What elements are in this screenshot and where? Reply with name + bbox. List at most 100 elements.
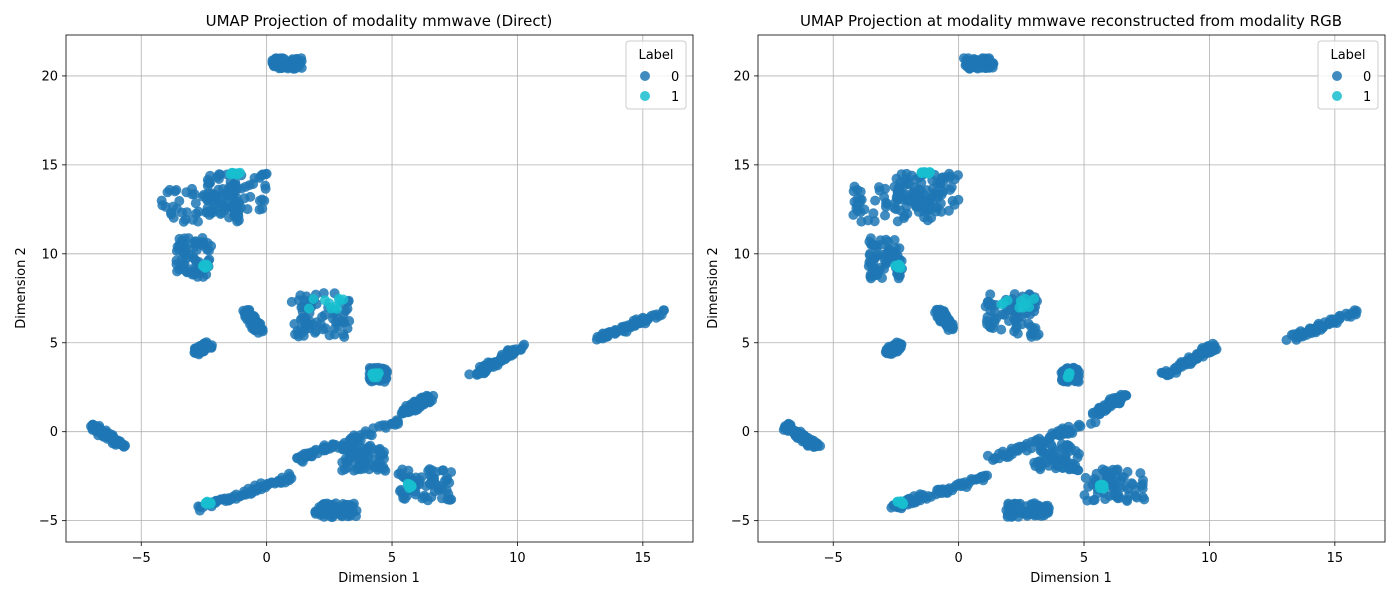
scatter-point-label-0 xyxy=(256,484,267,495)
scatter-point-label-0 xyxy=(188,266,198,276)
scatter-point-label-1 xyxy=(1098,483,1109,494)
scatter-point-label-0 xyxy=(446,467,457,478)
legend-title: Label xyxy=(638,48,673,63)
scatter-point-label-1 xyxy=(233,168,244,179)
scatter-point-label-0 xyxy=(353,447,364,458)
scatter-point-label-0 xyxy=(260,180,271,191)
scatter-point-label-0 xyxy=(289,61,300,71)
scatter-point-label-0 xyxy=(1127,479,1138,490)
scatter-point-label-0 xyxy=(909,197,920,208)
scatter-point-label-0 xyxy=(342,508,353,519)
scatter-panel-direct: UMAP Projection of modality mmwave (Dire… xyxy=(14,12,694,586)
scatter-point-label-0 xyxy=(892,216,903,227)
scatter-point-label-1 xyxy=(1029,293,1039,304)
scatter-point-label-0 xyxy=(1026,321,1036,332)
scatter-point-label-0 xyxy=(1335,310,1345,321)
plot-frame xyxy=(757,34,1386,543)
scatter-points xyxy=(86,53,669,523)
scatter-point-label-0 xyxy=(1097,464,1108,475)
scatter-point-label-0 xyxy=(1025,309,1035,320)
scatter-point-label-1 xyxy=(199,259,210,270)
scatter-point-label-0 xyxy=(985,289,996,300)
scatter-point-label-0 xyxy=(194,505,205,516)
scatter-point-label-0 xyxy=(322,443,333,453)
scatter-point-label-0 xyxy=(187,183,197,194)
scatter-point-label-0 xyxy=(654,311,665,321)
scatter-point-label-0 xyxy=(268,57,279,67)
scatter-point-label-0 xyxy=(1004,506,1015,517)
scatter-point-label-0 xyxy=(947,195,958,206)
y-tick-label: 0 xyxy=(742,425,750,440)
scatter-point-label-0 xyxy=(245,191,256,202)
scatter-point-label-1 xyxy=(1063,370,1074,381)
scatter-point-label-0 xyxy=(290,329,301,340)
scatter-point-label-0 xyxy=(296,56,307,67)
scatter-point-label-0 xyxy=(306,451,317,462)
scatter-point-label-0 xyxy=(1009,498,1020,509)
scatter-point-label-0 xyxy=(980,301,991,312)
plot-frame xyxy=(65,34,694,543)
scatter-point-label-0 xyxy=(803,440,813,451)
scatter-point-label-0 xyxy=(938,186,949,197)
y-tick-label: 15 xyxy=(733,158,750,173)
scatter-point-label-0 xyxy=(1031,330,1042,341)
scatter-point-label-0 xyxy=(982,312,993,322)
scatter-point-label-0 xyxy=(987,62,998,73)
scatter-point-label-0 xyxy=(1138,475,1148,486)
scatter-point-label-0 xyxy=(233,215,244,226)
scatter-point-label-0 xyxy=(347,501,358,512)
scatter-point-label-0 xyxy=(1121,494,1132,505)
scatter-point-label-0 xyxy=(326,511,337,522)
x-axis-ticks: −5 0 5 10 15 xyxy=(132,542,651,566)
scatter-point-label-0 xyxy=(1043,460,1054,471)
scatter-point-label-0 xyxy=(885,348,896,359)
scatter-point-label-0 xyxy=(1027,509,1037,519)
scatter-point-label-0 xyxy=(106,432,117,443)
scatter-point-label-0 xyxy=(1108,464,1118,475)
scatter-point-label-0 xyxy=(223,184,234,195)
legend-marker-1 xyxy=(1332,91,1342,101)
scatter-point-label-0 xyxy=(1012,328,1023,339)
scatter-point-label-0 xyxy=(364,429,375,440)
scatter-point-label-0 xyxy=(937,172,947,183)
scatter-point-label-0 xyxy=(248,179,259,189)
scatter-point-label-0 xyxy=(248,311,259,321)
scatter-point-label-0 xyxy=(623,320,633,331)
scatter-point-label-0 xyxy=(311,326,321,337)
scatter-point-label-0 xyxy=(1050,429,1061,440)
scatter-point-label-0 xyxy=(1130,491,1141,501)
scatter-point-label-0 xyxy=(283,473,294,484)
x-tick-label: 5 xyxy=(1080,551,1088,566)
scatter-point-label-0 xyxy=(417,493,428,504)
legend-entry-1: 1 xyxy=(1363,90,1371,105)
scatter-point-label-0 xyxy=(1086,418,1096,429)
scatter-point-label-0 xyxy=(413,400,424,411)
scatter-point-label-0 xyxy=(464,369,475,380)
scatter-point-label-0 xyxy=(398,405,409,416)
scatter-point-label-0 xyxy=(333,321,344,332)
scatter-point-label-0 xyxy=(329,329,340,340)
scatter-point-label-0 xyxy=(397,489,408,500)
legend-box xyxy=(1317,40,1379,110)
scatter-point-label-0 xyxy=(379,447,389,457)
scatter-point-label-0 xyxy=(982,319,993,330)
scatter-point-label-0 xyxy=(892,187,903,198)
x-axis-label: Dimension 1 xyxy=(1030,571,1112,586)
scatter-point-label-0 xyxy=(222,494,233,505)
scatter-point-label-0 xyxy=(852,194,863,204)
y-tick-label: 10 xyxy=(733,247,750,262)
scatter-point-label-0 xyxy=(187,238,198,249)
scatter-point-label-0 xyxy=(889,235,900,245)
legend-marker-1 xyxy=(640,91,650,101)
scatter-point-label-1 xyxy=(324,298,335,309)
chart-title: UMAP Projection at modality mmwave recon… xyxy=(800,12,1342,30)
scatter-point-label-0 xyxy=(203,176,214,187)
scatter-point-label-0 xyxy=(1118,472,1129,483)
y-axis-ticks: −5 0 5 10 15 20 xyxy=(39,69,66,529)
scatter-point-label-0 xyxy=(300,324,311,335)
scatter-point-label-0 xyxy=(609,328,620,339)
scatter-point-label-0 xyxy=(940,312,951,322)
scatter-point-label-0 xyxy=(209,199,220,210)
legend-marker-0 xyxy=(1332,71,1342,81)
scatter-point-label-0 xyxy=(977,56,988,67)
